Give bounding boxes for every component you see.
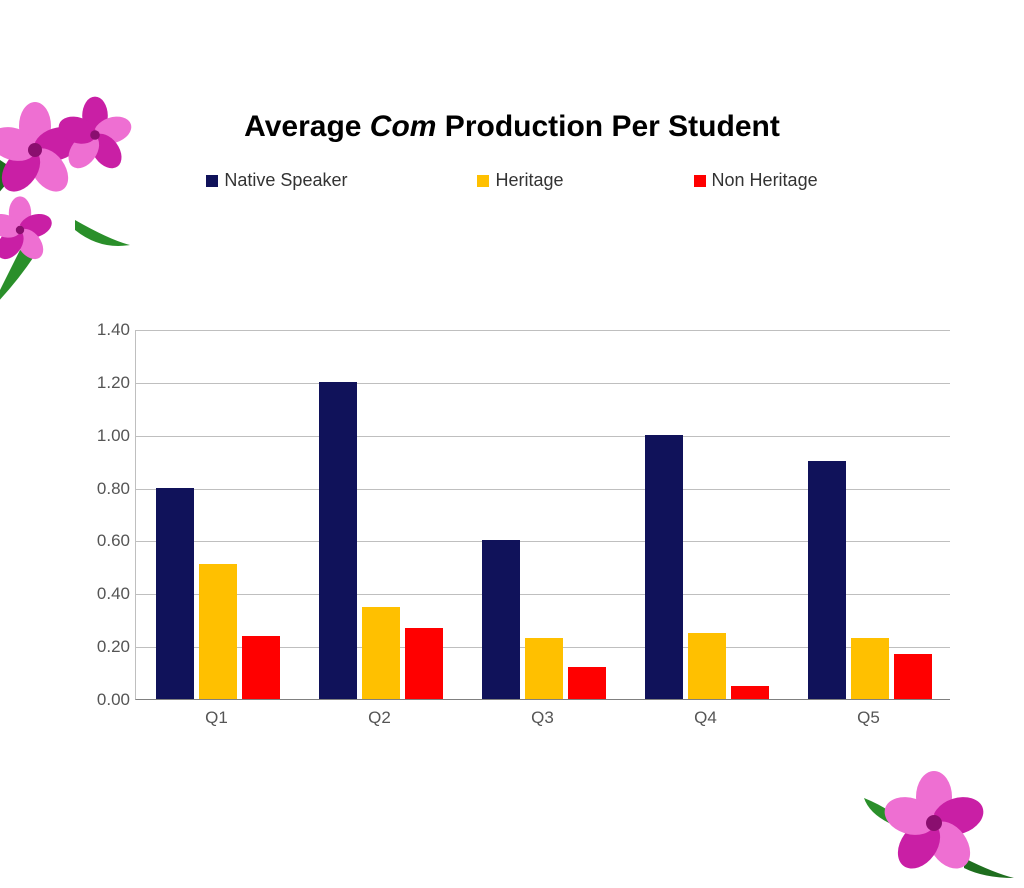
bar [156,488,194,699]
legend-item-native-speaker: Native Speaker [206,170,347,191]
bar [808,461,846,699]
legend-swatch [694,175,706,187]
bar [405,628,443,699]
title-italic: Com [370,110,437,143]
chart-legend: Native Speaker Heritage Non Heritage [0,170,1024,191]
x-tick-label: Q3 [531,708,554,728]
y-tick-label: 0.40 [80,584,130,604]
bar [731,686,769,699]
x-tick-label: Q1 [205,708,228,728]
flower-decoration-bottom-right [864,768,1014,888]
y-tick-label: 1.40 [80,320,130,340]
legend-label: Heritage [495,170,563,191]
title-suffix: Production Per Student [436,110,779,143]
chart-title: Average Com Production Per Student [0,110,1024,144]
bar [199,564,237,699]
bar [568,667,606,699]
y-tick-label: 0.00 [80,690,130,710]
gridline [136,436,950,437]
y-tick-label: 1.20 [80,373,130,393]
bar [645,435,683,699]
bar [242,636,280,699]
legend-label: Non Heritage [712,170,818,191]
x-tick-label: Q5 [857,708,880,728]
legend-item-non-heritage: Non Heritage [694,170,818,191]
y-tick-label: 0.60 [80,531,130,551]
x-tick-label: Q4 [694,708,717,728]
y-tick-label: 0.20 [80,637,130,657]
y-tick-label: 1.00 [80,426,130,446]
gridline [136,330,950,331]
legend-label: Native Speaker [224,170,347,191]
title-prefix: Average [244,110,370,143]
gridline [136,383,950,384]
bar [525,638,563,699]
x-tick-label: Q2 [368,708,391,728]
legend-swatch [477,175,489,187]
plot-area [135,330,950,700]
y-tick-label: 0.80 [80,479,130,499]
bar [688,633,726,699]
legend-swatch [206,175,218,187]
legend-item-heritage: Heritage [477,170,563,191]
bar-chart: 0.000.200.400.600.801.001.201.40 Q1Q2Q3Q… [80,330,950,730]
bar [319,382,357,699]
bar [362,607,400,700]
bar [894,654,932,699]
bar [482,540,520,699]
bar [851,638,889,699]
